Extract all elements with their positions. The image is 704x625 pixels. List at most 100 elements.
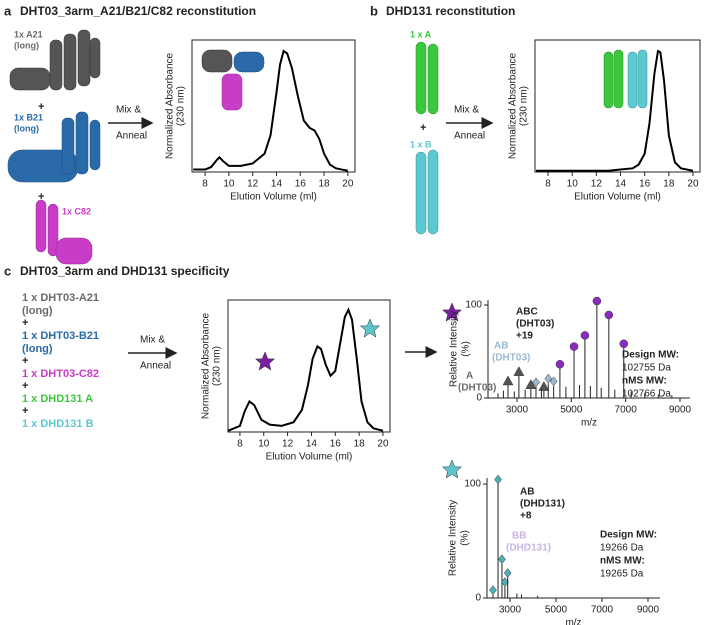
plot-frame [534, 39, 701, 173]
x-tick-label: 9000 [669, 405, 692, 416]
peak-marker [498, 554, 506, 565]
x-axis-label: Elution Volume (ml) [230, 192, 317, 203]
annotation: Design MW: [622, 350, 679, 361]
annotation: (DHD131) [506, 543, 551, 554]
component-label: 1 x DHD131 B [22, 418, 94, 430]
inset-structure [201, 49, 265, 111]
y-axis-label: Normalized Absorbance [165, 52, 176, 159]
structure [9, 29, 101, 91]
y-tick-label: 0 [475, 593, 481, 604]
plus: + [22, 380, 28, 392]
y-axis-label: Normalized Absorbance [508, 52, 519, 159]
structure [415, 41, 439, 115]
panel-title: DHD131 reconstitution [386, 4, 515, 18]
plus: + [22, 355, 28, 367]
peak-marker [544, 373, 553, 384]
peak-marker [538, 381, 550, 391]
x-tick-label: 12 [247, 179, 259, 190]
component-label: 1 x DHT03-B21 [22, 330, 99, 342]
action-label: Mix & [116, 105, 141, 116]
panel-title: DHT03_3arm and DHD131 specificity [20, 264, 230, 278]
component-label: 1 x DHT03-C82 [22, 368, 99, 380]
x-tick-label: 5000 [545, 605, 568, 616]
plus: + [38, 191, 44, 203]
component-label: 1 x DHT03-A21 [22, 292, 99, 304]
action-label: Mix & [454, 105, 479, 116]
x-tick-label: 8 [202, 179, 208, 190]
action-label: Anneal [140, 361, 171, 372]
peak-marker [503, 568, 512, 578]
x-tick-label: 18 [663, 179, 675, 190]
peak-marker [580, 331, 590, 340]
annotation: A [466, 371, 473, 382]
peak-marker [592, 296, 602, 306]
structure [415, 149, 439, 235]
annotation: AB [494, 341, 508, 352]
plot-frame [227, 299, 391, 433]
x-tick-label: 3000 [506, 405, 529, 416]
annotation: +19 [516, 331, 533, 342]
x-tick-label: 3000 [499, 605, 522, 616]
peak-marker [532, 377, 540, 388]
component-label: 1x C82 [62, 206, 91, 216]
y-tick-label: 100 [465, 300, 482, 311]
action-label: Mix & [140, 335, 165, 346]
component-label: 1x B21 [14, 112, 43, 122]
peak-marker [619, 339, 629, 349]
peak-marker [494, 474, 502, 485]
annotation: BB [512, 531, 526, 542]
x-tick-label: 14 [271, 179, 283, 190]
x-tick-label: 20 [377, 439, 389, 450]
x-tick-label: 18 [319, 179, 331, 190]
inset-structure [603, 49, 648, 109]
x-tick-label: 5000 [560, 405, 583, 416]
x-tick-label: 16 [639, 179, 651, 190]
x-tick-label: 12 [591, 179, 603, 190]
x-tick-label: 16 [295, 179, 307, 190]
peak-marker [489, 585, 497, 595]
y-axis-label: (230 nm) [176, 86, 187, 126]
plus: + [38, 101, 44, 113]
annotation: 102766 Da [622, 389, 671, 400]
x-tick-label: 12 [282, 439, 294, 450]
annotation: nMS MW: [622, 376, 667, 387]
star [359, 318, 381, 338]
data-line [227, 307, 384, 432]
action-label: Anneal [454, 131, 485, 142]
peak-marker [525, 379, 537, 389]
x-tick-label: 18 [354, 439, 366, 450]
data-line [193, 49, 349, 172]
y-axis-label: Normalized Absorbance [201, 312, 212, 419]
y-tick-label: 0 [476, 393, 482, 404]
y-axis-label: Relative Intensity [448, 500, 459, 576]
peak-marker [513, 366, 525, 376]
y-axis-label: (%) [461, 341, 472, 357]
component-label: (long) [22, 343, 53, 355]
component-label: (long) [14, 40, 39, 50]
annotation: 19266 Da [600, 543, 644, 554]
y-axis-label: Relative Intensity [449, 311, 460, 387]
annotation: nMS MW: [600, 556, 645, 567]
panel-letter: a [4, 3, 12, 18]
component-label: 1 x DHD131 A [22, 393, 93, 405]
x-tick-label: 14 [615, 179, 627, 190]
star [441, 302, 463, 322]
structure [7, 111, 101, 183]
x-tick-label: 10 [258, 439, 270, 450]
plus: + [22, 405, 28, 417]
annotation: AB [520, 487, 534, 498]
annotation: 19265 Da [600, 569, 644, 580]
y-tick-label: 100 [464, 479, 481, 490]
component-label: (long) [14, 123, 39, 133]
annotation: (DHT03) [516, 319, 554, 330]
plot-frame [191, 39, 356, 173]
star [441, 459, 463, 479]
annotation: ABC [516, 307, 538, 318]
x-tick-label: 7000 [591, 605, 614, 616]
x-tick-label: 8 [545, 179, 551, 190]
component-label: (long) [22, 305, 53, 317]
y-axis-label: (%) [460, 530, 471, 546]
peak-marker [555, 359, 565, 369]
annotation: (DHT03) [458, 383, 496, 394]
annotation: (DHT03) [492, 353, 530, 364]
